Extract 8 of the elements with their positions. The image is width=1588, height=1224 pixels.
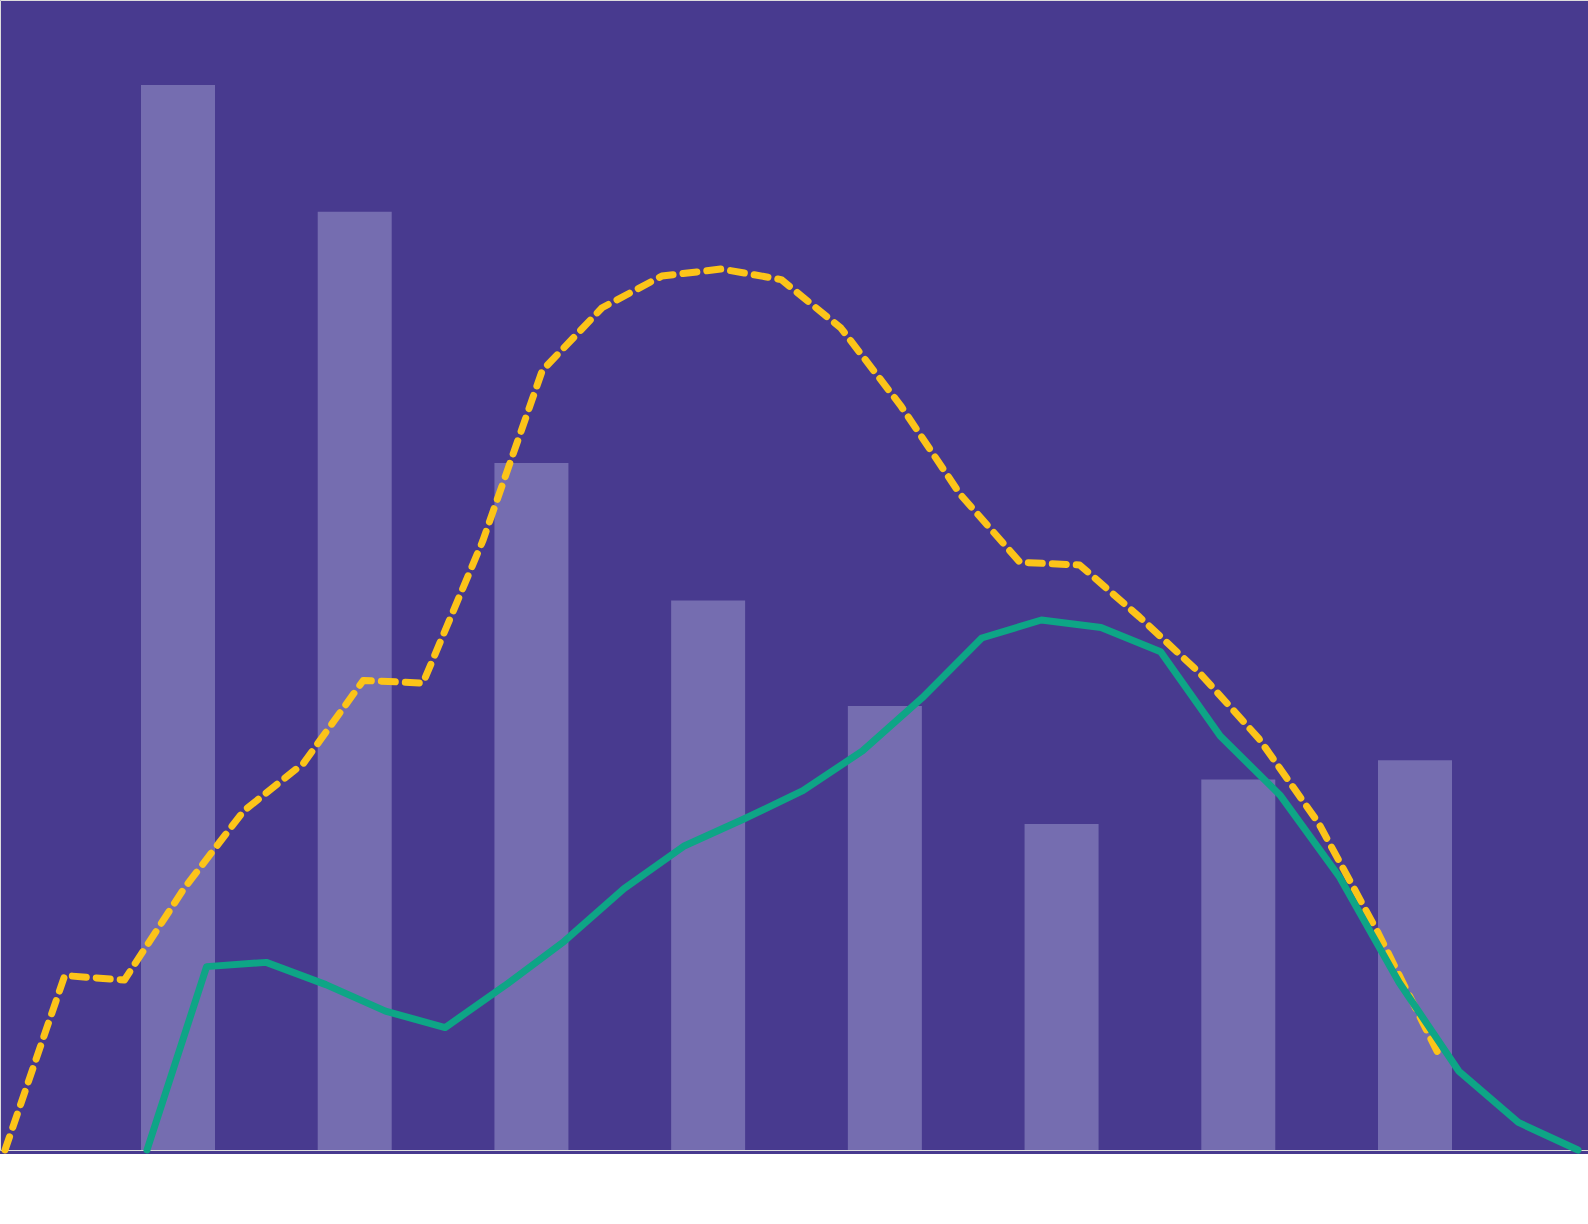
bar (1024, 824, 1099, 1150)
bar (1201, 779, 1276, 1150)
bar (1378, 760, 1452, 1150)
bar (141, 85, 215, 1150)
bar (847, 705, 922, 1150)
bar (671, 600, 746, 1150)
bar (317, 211, 392, 1150)
bar (494, 463, 569, 1150)
